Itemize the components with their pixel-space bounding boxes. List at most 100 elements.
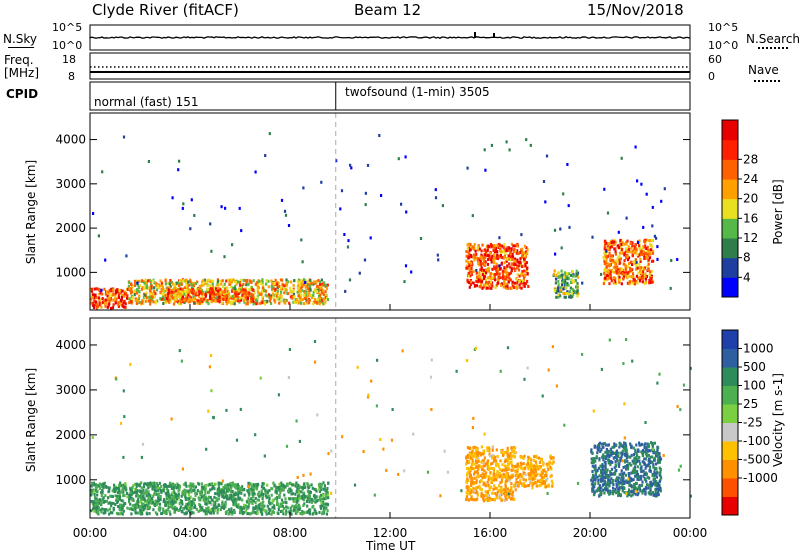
velocity-cell [185, 511, 188, 515]
power-cell [520, 265, 524, 269]
velocity-cell [205, 510, 208, 514]
velocity-cell [93, 495, 97, 499]
velocity-cell [282, 487, 285, 491]
power-cell [271, 287, 274, 291]
power-cell [93, 287, 96, 291]
power-cell [296, 298, 299, 302]
velocity-cell [481, 476, 484, 479]
power-cell [498, 243, 502, 247]
velocity-cell [164, 492, 167, 496]
power-cell [293, 279, 296, 283]
power-cell [245, 296, 248, 300]
velocity-cell [185, 502, 188, 506]
power-cell [133, 289, 136, 293]
velocity-cell [527, 484, 530, 488]
velocity-cell [596, 475, 599, 479]
velocity-cell [506, 449, 510, 453]
power-cell [485, 252, 488, 256]
velocity-cell [270, 493, 273, 497]
velocity-cell [153, 481, 156, 485]
velocity-cell [214, 500, 217, 504]
velocity-cell [615, 450, 618, 454]
power-cell [491, 272, 494, 276]
power-cell [516, 264, 519, 268]
velocity-cell [468, 452, 472, 456]
velocity-cell [92, 481, 95, 485]
velocity-cell [599, 479, 603, 483]
power-cell [122, 305, 126, 309]
power-cell [616, 270, 619, 274]
power-cell [246, 299, 249, 303]
velocity-cell [150, 482, 153, 486]
velocity-cell [164, 485, 167, 488]
power-cell [186, 296, 189, 300]
power-cell [484, 256, 487, 259]
power-cell [566, 272, 569, 275]
velocity-cell [294, 484, 297, 488]
power-cell [490, 286, 493, 290]
velocity-cell [492, 453, 495, 457]
power-cell [466, 264, 469, 268]
power-cell [145, 299, 148, 303]
velocity-cell [649, 483, 652, 487]
velocity-cell [611, 460, 614, 464]
velocity-cell [241, 506, 244, 510]
velocity-cell [495, 493, 498, 497]
power-cell [214, 299, 217, 303]
power-cell [650, 245, 654, 249]
velocity-cell [97, 498, 100, 502]
velocity-cell [482, 449, 485, 453]
power-cell [170, 293, 173, 296]
velocity-cell [466, 477, 469, 481]
velocity-cell [491, 446, 494, 450]
power-cell [468, 263, 471, 267]
velocity-cell [291, 483, 294, 487]
velocity-cell [627, 472, 630, 476]
velocity-cell [535, 473, 538, 477]
power-cell [218, 300, 221, 304]
power-cell [288, 301, 291, 305]
velocity-cell [644, 446, 647, 450]
power-ytick-label: 2000 [55, 221, 86, 235]
velocity-cell [208, 511, 211, 515]
velocity-cell [482, 497, 485, 501]
velocity-cell [603, 460, 606, 464]
velocity-cell [227, 489, 230, 493]
velocity-cell [248, 489, 251, 492]
power-cell [556, 271, 559, 275]
velocity-cell [614, 487, 617, 491]
nsearch-tick-top: 10^5 [708, 21, 739, 34]
power-cell [303, 294, 306, 297]
velocity-cell [102, 496, 105, 500]
velocity-cell [216, 511, 219, 515]
velocity-cell [213, 504, 216, 508]
velocity-cell [636, 465, 639, 469]
velocity-cell [237, 491, 241, 495]
velocity-cell [131, 508, 134, 512]
power-cell [487, 269, 490, 273]
power-cell [211, 290, 214, 294]
velocity-cell [607, 443, 610, 447]
velocity-cell [534, 468, 537, 472]
velocity-cell [240, 491, 243, 495]
velocity-cell [622, 446, 625, 450]
power-cell [655, 236, 658, 240]
velocity-cell [262, 486, 265, 490]
velocity-cell [164, 503, 167, 507]
velocity-cell [646, 475, 649, 479]
velocity-cell [658, 473, 661, 477]
nave-tick-bottom: 0 [708, 70, 715, 83]
velocity-cell [628, 474, 631, 478]
velocity-cell [256, 506, 259, 510]
velocity-cell [634, 474, 637, 478]
date-label: 15/Nov/2018 [587, 1, 684, 19]
velocity-cell [212, 500, 215, 504]
power-cell [556, 289, 559, 293]
power-cell [496, 277, 499, 281]
power-cell [606, 270, 609, 274]
velocity-cell [193, 501, 196, 505]
power-cell [138, 301, 141, 304]
velocity-cell [158, 502, 162, 506]
power-cell [517, 264, 520, 268]
power-cell [650, 278, 653, 282]
